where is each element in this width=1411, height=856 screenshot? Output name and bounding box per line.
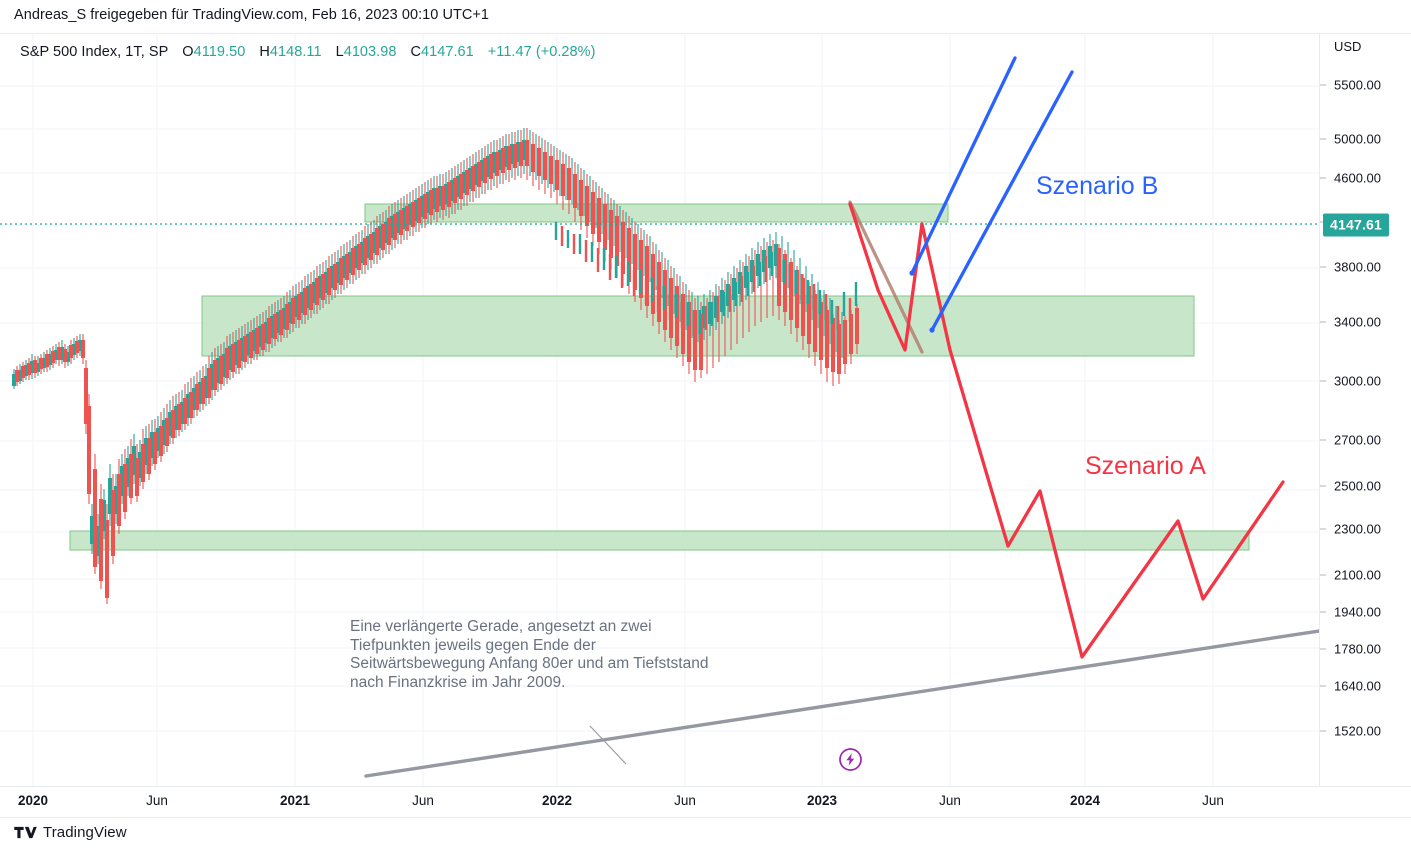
- zone-upper-resistance: [364, 203, 949, 223]
- legend-change: +11.47 (+0.28%): [487, 44, 596, 60]
- time-tick-2020: 2020: [17, 793, 49, 808]
- attribution-text: Andreas_S freigegeben für TradingView.co…: [14, 7, 490, 23]
- tradingview-logo-text: TradingView: [43, 824, 127, 841]
- longterm-trendline: [364, 629, 1319, 778]
- legend-open-value: 4119.50: [193, 44, 246, 60]
- legend-open-label: O: [182, 44, 194, 60]
- candles-bullish-dense: [554, 222, 858, 334]
- price-tick-dash: [1320, 266, 1326, 268]
- price-tick-dash: [1320, 177, 1326, 179]
- price-tick-dash: [1320, 485, 1326, 487]
- price-tick-dash: [1320, 574, 1326, 576]
- time-tick-jun-2022: Jun: [674, 793, 696, 808]
- tradingview-branding: TradingView: [14, 824, 127, 841]
- price-axis[interactable]: USD 5500.00 5000.00 4600.00 4200.00 3800…: [1319, 34, 1411, 786]
- trendline-note: Eine verlängerte Gerade, angesetzt an zw…: [350, 618, 709, 691]
- scenario-a-label: Szenario A: [1085, 452, 1206, 480]
- legend-low-value: 4103.98: [343, 44, 397, 60]
- price-axis-unit: USD: [1334, 39, 1362, 54]
- broken-trend-line: [848, 200, 924, 354]
- price-tick-3400: 3400.00: [1334, 314, 1381, 330]
- legend-low-label: L: [335, 44, 344, 60]
- price-tick-4600: 4600.00: [1334, 170, 1381, 186]
- price-tick-dash: [1320, 439, 1326, 441]
- time-tick-2021: 2021: [279, 793, 311, 808]
- legend-high-label: H: [259, 44, 270, 60]
- price-tick-5500: 5500.00: [1334, 77, 1381, 93]
- legend-close-value: 4147.61: [421, 44, 474, 60]
- note-leader-line: [589, 725, 627, 765]
- price-tick-2500: 2500.00: [1334, 478, 1381, 494]
- time-axis[interactable]: 2020 Jun 2021 Jun 2022 Jun 2023 Jun 2024…: [0, 786, 1411, 818]
- candles-bullish-bodies: [12, 140, 778, 556]
- zone-lower-support: [69, 530, 1250, 551]
- chart-plot-area[interactable]: Szenario B Szenario A Eine verlängerte G…: [0, 34, 1319, 786]
- scenario-b-paths: [909, 56, 1074, 333]
- price-tick-dash: [1320, 84, 1326, 86]
- scenario-a-path: [848, 202, 1285, 659]
- time-tick-2023: 2023: [806, 793, 838, 808]
- price-tick-5000: 5000.00: [1334, 131, 1381, 147]
- time-tick-2022: 2022: [541, 793, 573, 808]
- lightning-bolt-icon: [846, 753, 855, 766]
- time-tick-jun-2023: Jun: [939, 793, 961, 808]
- legend-high-value: 4148.11: [269, 44, 322, 60]
- price-tick-1940: 1940.00: [1334, 604, 1381, 620]
- price-tick-dash: [1320, 730, 1326, 732]
- price-tick-dash: [1320, 611, 1326, 613]
- legend-symbol[interactable]: S&P 500 Index, 1T, SP: [20, 44, 169, 60]
- attribution-bar: Andreas_S freigegeben für TradingView.co…: [0, 0, 1411, 34]
- scenario-b-label: Szenario B: [1036, 172, 1159, 200]
- candlestick-series: [12, 128, 859, 604]
- legend-close-label: C: [410, 44, 421, 60]
- price-tick-dash: [1320, 685, 1326, 687]
- price-tick-2100: 2100.00: [1334, 567, 1381, 583]
- price-tick-dash: [1320, 380, 1326, 382]
- time-tick-jun-2021: Jun: [412, 793, 434, 808]
- price-tick-dash: [1320, 648, 1326, 650]
- time-tick-jun-2020: Jun: [146, 793, 168, 808]
- price-tick-3800: 3800.00: [1334, 259, 1381, 275]
- candles-bearish-dense: [560, 226, 852, 336]
- price-tick-1640: 1640.00: [1334, 678, 1381, 694]
- price-tick-dash: [1320, 138, 1326, 140]
- price-tick-3000: 3000.00: [1334, 373, 1381, 389]
- price-tick-1780: 1780.00: [1334, 641, 1381, 657]
- price-tick-dash: [1320, 321, 1326, 323]
- price-tick-dash: [1320, 528, 1326, 530]
- price-tick-2700: 2700.00: [1334, 432, 1381, 448]
- current-price-badge[interactable]: 4147.61: [1323, 213, 1390, 237]
- tradingview-logo-icon: [14, 826, 37, 839]
- price-tick-1520: 1520.00: [1334, 723, 1381, 739]
- time-tick-2024: 2024: [1069, 793, 1101, 808]
- chart-legend: S&P 500 Index, 1T, SP O4119.50 H4148.11 L41…: [20, 44, 595, 60]
- event-marker[interactable]: [838, 747, 863, 772]
- time-tick-jun-2024: Jun: [1202, 793, 1224, 808]
- candles-bearish-bodies: [15, 140, 859, 598]
- price-tick-2300: 2300.00: [1334, 521, 1381, 537]
- vertical-gridlines: [32, 34, 1214, 786]
